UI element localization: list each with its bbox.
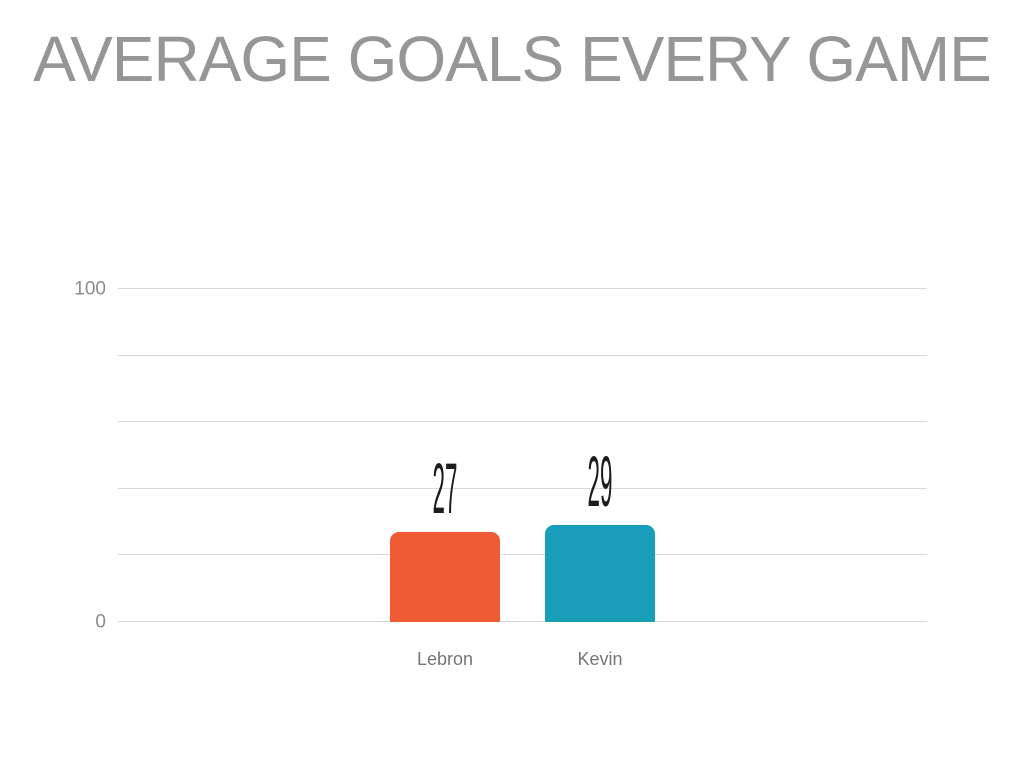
gridline-100 xyxy=(118,288,927,289)
bar-group-kevin: 29 Kevin xyxy=(545,289,655,669)
gridline-20 xyxy=(118,554,927,556)
value-label-lebron: 27 xyxy=(432,449,458,530)
value-label-kevin: 29 xyxy=(587,443,613,523)
category-label-lebron: Lebron xyxy=(416,649,474,669)
bar-group-lebron: 27 Lebron xyxy=(390,289,500,669)
gridline-60 xyxy=(118,421,927,423)
chart-title: AVERAGE GOALS EVERY GAME xyxy=(33,23,992,95)
y-tick-label-0: 0 xyxy=(95,611,106,633)
plot-area: 100 0 27 Lebron 29 Kevin xyxy=(74,280,927,669)
y-tick-label-100: 100 xyxy=(74,278,106,300)
category-label-kevin: Kevin xyxy=(577,649,623,669)
gridline-80 xyxy=(118,354,927,356)
gridline-0 xyxy=(118,621,927,622)
gridline-40 xyxy=(118,487,927,489)
bar-kevin xyxy=(545,525,655,622)
bar-lebron xyxy=(390,532,500,622)
